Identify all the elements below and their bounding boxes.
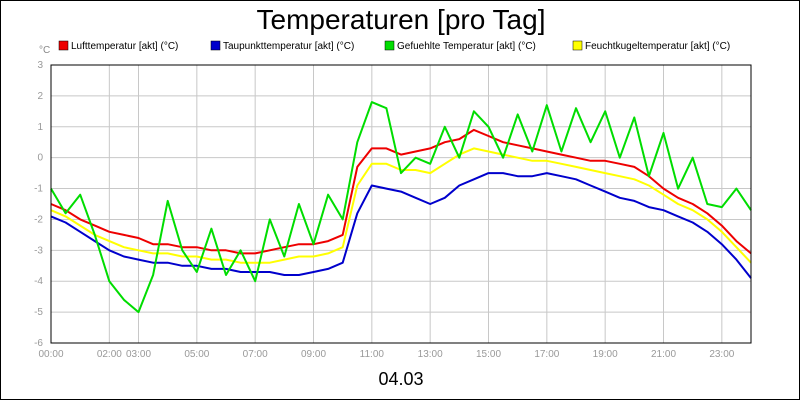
- y-tick-label: -4: [34, 276, 43, 287]
- y-tick-label: 1: [37, 122, 43, 133]
- plot-border: [50, 64, 752, 344]
- x-tick-label: 15:00: [476, 349, 501, 360]
- series-lines: [50, 101, 752, 314]
- legend-swatch: [572, 40, 583, 51]
- legend-label: Gefuehlte Temperatur [akt] (°C): [397, 41, 536, 52]
- x-tick-label: 23:00: [709, 349, 734, 360]
- y-axis-ticks: 3 2 1 0 -1 -2 -3 -4 -5 -6: [34, 60, 43, 349]
- legend-label: Lufttemperatur [akt] (°C): [71, 41, 178, 52]
- x-tick-label: 03:00: [126, 349, 151, 360]
- chart-title: Temperaturen [pro Tag]: [257, 4, 546, 35]
- series-line-0: [50, 128, 752, 255]
- date-label: 04.03: [378, 369, 423, 389]
- x-tick-label: 09:00: [301, 349, 326, 360]
- grid: [50, 64, 751, 344]
- y-tick-label: -1: [34, 184, 43, 195]
- x-tick-label: 21:00: [651, 349, 676, 360]
- legend-swatch: [384, 40, 395, 51]
- y-unit-label: °C: [39, 45, 50, 56]
- x-tick-label: 07:00: [243, 349, 268, 360]
- y-tick-label: 3: [37, 60, 43, 71]
- x-axis-ticks: 00:00 02:00 03:00 05:00 07:00 09:00 11:00 13:00…: [38, 349, 734, 360]
- series-line-2: [50, 101, 752, 314]
- y-tick-label: -2: [34, 214, 43, 225]
- x-tick-label: 13:00: [418, 349, 443, 360]
- legend-label: Feuchtkugeltemperatur [akt] (°C): [585, 41, 730, 52]
- x-tick-label: 00:00: [38, 349, 63, 360]
- y-tick-label: -3: [34, 245, 43, 256]
- y-tick-label: -6: [34, 338, 43, 349]
- x-tick-label: 05:00: [184, 349, 209, 360]
- y-tick-label: 2: [37, 91, 43, 102]
- legend: Lufttemperatur [akt] (°C) Taupunkttempera…: [58, 40, 730, 52]
- y-tick-label: 0: [37, 153, 43, 164]
- series-line-1: [50, 172, 752, 279]
- y-tick-label: -5: [34, 307, 43, 318]
- legend-label: Taupunkttemperatur [akt] (°C): [223, 41, 354, 52]
- legend-swatch: [210, 40, 221, 51]
- x-tick-label: 17:00: [534, 349, 559, 360]
- legend-swatch: [58, 40, 69, 51]
- x-tick-label: 11:00: [360, 349, 385, 360]
- x-tick-label: 02:00: [97, 349, 122, 360]
- x-tick-label: 19:00: [593, 349, 618, 360]
